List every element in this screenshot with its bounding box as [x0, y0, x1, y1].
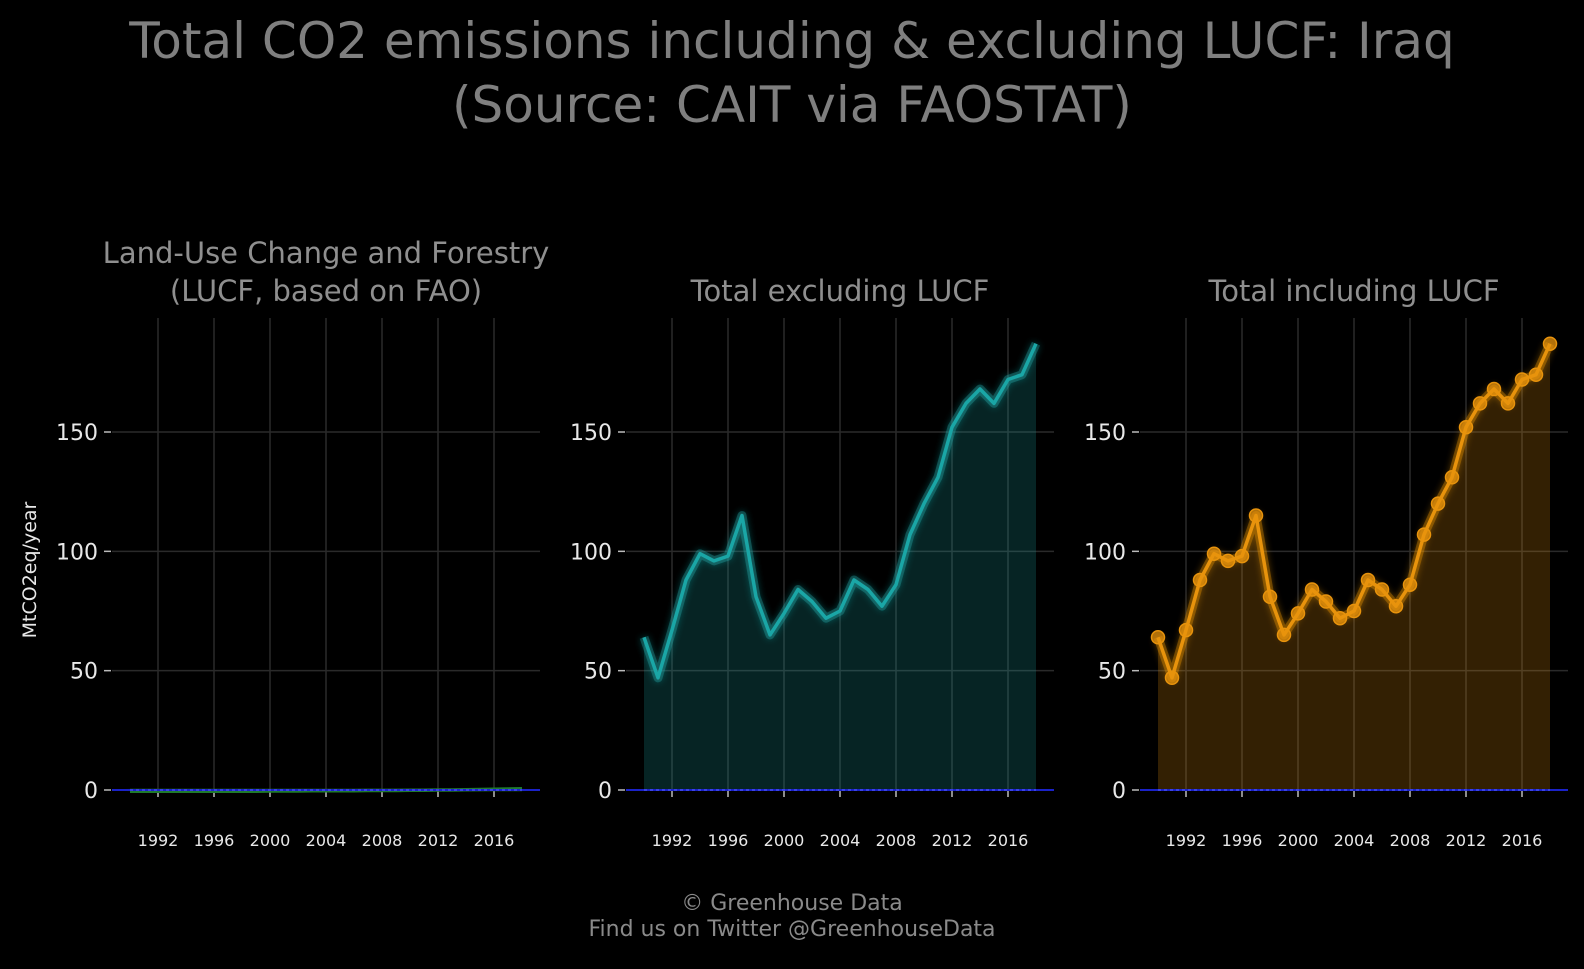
series-line: [642, 342, 1038, 680]
y-tick-label: 150: [56, 421, 98, 446]
x-tick-label: 2004: [306, 831, 347, 850]
x-tick-label: 1996: [708, 831, 749, 850]
data-point-1995: [1220, 553, 1236, 569]
data-point-2015: [1500, 396, 1516, 411]
chart-title-line1: Total CO2 emissions including & excludin…: [129, 12, 1455, 70]
footer-twitter: Find us on Twitter @GreenhouseData: [588, 917, 996, 942]
x-tick-label: 2000: [1278, 831, 1319, 850]
data-point-1996: [1234, 548, 1250, 564]
panel-2-title-line-1: Total excluding LUCF: [690, 274, 990, 308]
data-point-1998: [1262, 589, 1278, 604]
x-tick-label: 1992: [1166, 831, 1207, 850]
data-point-2017: [1528, 367, 1544, 382]
x-tick-label: 1996: [194, 831, 235, 850]
data-point-2011: [1444, 470, 1460, 485]
data-point-2002: [1318, 594, 1334, 609]
panel-1-title-line-2: (LUCF, based on FAO): [170, 274, 482, 308]
x-tick-label: 2004: [1334, 831, 1375, 850]
x-tick-label: 2016: [1502, 831, 1543, 850]
panel-3-title-line-1: Total including LUCF: [1207, 274, 1499, 308]
data-point-1993: [1192, 572, 1208, 588]
data-point-2016: [1514, 372, 1530, 387]
data-point-2018: [1542, 336, 1558, 351]
x-tick-label: 2008: [1390, 831, 1431, 850]
x-tick-label: 2000: [250, 831, 291, 850]
y-tick-label: 150: [570, 421, 612, 446]
y-tick-label: 100: [1084, 540, 1126, 565]
data-point-2005: [1360, 572, 1376, 588]
y-tick-label: 50: [1098, 660, 1126, 685]
data-point-1990: [1150, 630, 1166, 645]
x-tick-label: 2012: [418, 831, 459, 850]
series-area: [644, 343, 1036, 790]
x-tick-label: 2016: [988, 831, 1029, 850]
data-point-2008: [1402, 577, 1418, 592]
x-tick-label: 1996: [1222, 831, 1263, 850]
data-point-1991: [1164, 670, 1180, 686]
x-tick-label: 2000: [764, 831, 805, 850]
y-tick-label: 0: [84, 779, 98, 804]
y-tick-label: 150: [1084, 421, 1126, 446]
data-point-2006: [1374, 582, 1390, 597]
data-point-2007: [1388, 598, 1404, 614]
data-point-2003: [1332, 610, 1348, 626]
y-tick-label: 0: [598, 779, 612, 804]
y-tick-label: 50: [584, 660, 612, 685]
x-tick-label: 2012: [932, 831, 973, 850]
x-tick-label: 2008: [362, 831, 403, 850]
data-point-2014: [1486, 381, 1502, 397]
chart-title-line2: (Source: CAIT via FAOSTAT): [452, 76, 1132, 134]
data-point-2004: [1346, 603, 1362, 619]
data-point-2010: [1430, 496, 1446, 511]
x-tick-label: 1992: [652, 831, 693, 850]
x-tick-label: 2012: [1446, 831, 1487, 850]
footer-copyright: © Greenhouse Data: [681, 891, 903, 916]
y-tick-label: 100: [56, 540, 98, 565]
data-point-1997: [1248, 508, 1264, 523]
data-point-2013: [1472, 396, 1488, 411]
data-point-2012: [1458, 419, 1474, 435]
y-tick-label: 100: [570, 540, 612, 565]
data-point-1999: [1276, 627, 1292, 643]
y-tick-label: 50: [70, 660, 98, 685]
x-tick-label: 1992: [138, 831, 179, 850]
series-area: [1158, 343, 1550, 790]
y-tick-label: 0: [1112, 779, 1126, 804]
x-tick-label: 2004: [820, 831, 861, 850]
panel-1-title-line-1: Land-Use Change and Forestry: [103, 236, 550, 270]
data-point-2001: [1304, 582, 1320, 597]
x-tick-label: 2008: [876, 831, 917, 850]
x-tick-label: 2016: [474, 831, 515, 850]
data-point-2009: [1416, 527, 1432, 542]
data-point-1992: [1178, 622, 1194, 638]
data-point-1994: [1206, 546, 1222, 561]
y-axis-label: MtCO2eq/year: [19, 501, 41, 638]
data-point-2000: [1290, 606, 1306, 621]
